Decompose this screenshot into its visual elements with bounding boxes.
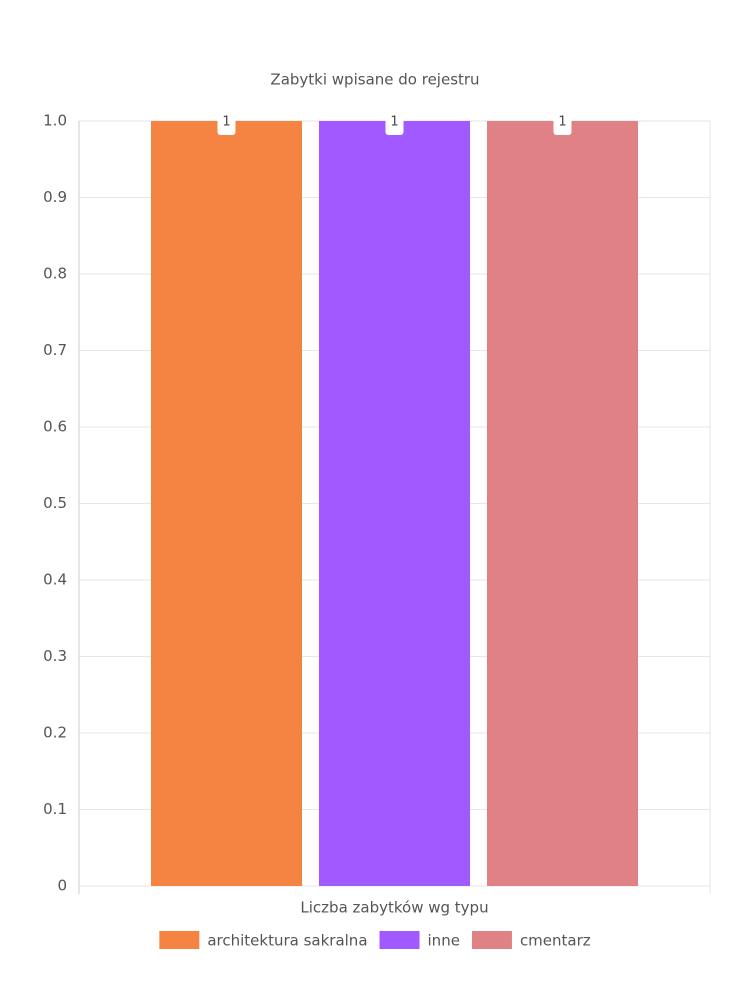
y-tick-label: 1.0 bbox=[43, 112, 67, 130]
legend-swatch bbox=[471, 931, 512, 949]
y-tick-label: 0.1 bbox=[43, 800, 67, 818]
legend-label: inne bbox=[428, 932, 460, 950]
bar bbox=[319, 121, 470, 886]
bar bbox=[487, 121, 638, 886]
y-tick-label: 0.5 bbox=[43, 494, 67, 512]
bar bbox=[151, 121, 302, 886]
value-label: 1 bbox=[222, 115, 230, 130]
value-label: 1 bbox=[390, 115, 398, 130]
legend-swatch bbox=[159, 931, 200, 949]
y-tick-label: 0.4 bbox=[43, 571, 67, 589]
value-label-box bbox=[385, 117, 404, 135]
y-tick-label: 0.2 bbox=[43, 724, 67, 742]
value-label: 1 bbox=[558, 115, 566, 130]
legend-swatch bbox=[379, 931, 420, 949]
y-tick-label: 0.8 bbox=[43, 265, 67, 283]
y-tick-label: 0.3 bbox=[43, 647, 67, 665]
x-tick-label: Liczba zabytków wg typu bbox=[300, 899, 488, 917]
y-tick-label: 0.6 bbox=[43, 418, 67, 436]
legend-label: cmentarz bbox=[520, 932, 591, 950]
y-tick-label: 0 bbox=[57, 877, 67, 895]
value-label-box bbox=[553, 117, 572, 135]
y-tick-label: 0.7 bbox=[43, 341, 67, 359]
chart-title: Zabytki wpisane do rejestru bbox=[270, 71, 479, 89]
y-tick-label: 0.9 bbox=[43, 188, 67, 206]
legend-label: architektura sakralna bbox=[207, 932, 367, 950]
value-label-box bbox=[217, 117, 236, 135]
